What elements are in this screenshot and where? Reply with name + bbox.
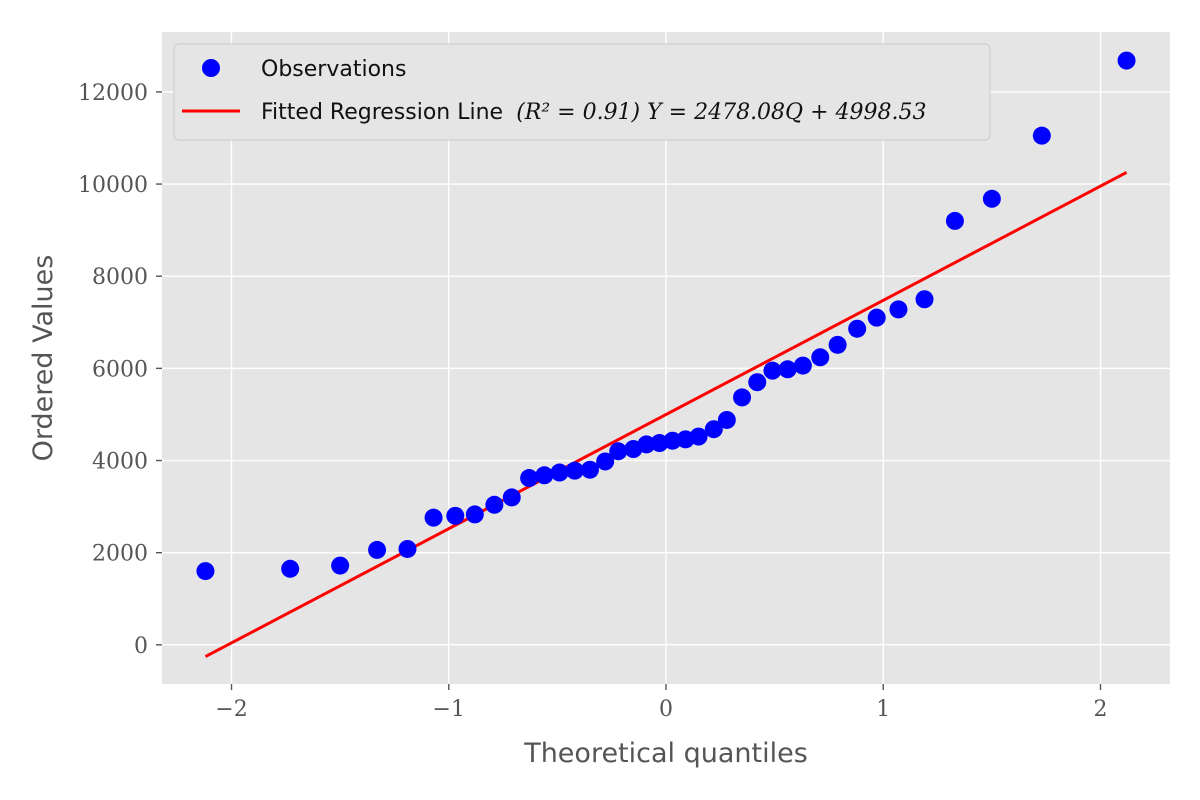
legend-box xyxy=(173,43,991,141)
y-tick-label: 2000 xyxy=(92,542,148,567)
x-tick-label: −2 xyxy=(215,697,247,722)
y-tick-label: 8000 xyxy=(92,265,148,290)
observation-point xyxy=(281,559,300,578)
observation-point xyxy=(398,539,417,558)
observation-point xyxy=(196,562,215,581)
observation-point xyxy=(778,360,797,379)
legend-label-fit-line: Fitted Regression Line (R² = 0.91) Y = 2… xyxy=(261,100,927,125)
observation-point xyxy=(945,211,964,230)
observation-points xyxy=(196,51,1136,581)
legend: Observations Fitted Regression Line (R² … xyxy=(173,43,991,141)
y-tick-label: 10000 xyxy=(78,173,148,198)
observation-point xyxy=(889,300,908,319)
observation-point xyxy=(535,466,554,485)
observation-point xyxy=(596,452,615,471)
observation-point xyxy=(368,540,387,559)
observation-point xyxy=(915,290,934,309)
observation-point xyxy=(502,488,521,507)
y-tick-label: 0 xyxy=(134,634,148,659)
observation-point xyxy=(763,361,782,380)
observation-point xyxy=(733,388,752,407)
observation-point xyxy=(704,420,723,439)
y-tick-label: 6000 xyxy=(92,357,148,382)
x-tick-label: 2 xyxy=(1093,697,1107,722)
observation-point xyxy=(663,431,682,450)
grid-lines xyxy=(162,32,1170,684)
observation-point xyxy=(609,442,628,461)
x-axis-ticks: −2 −1 0 1 2 xyxy=(215,684,1107,722)
fitted-regression-line xyxy=(204,171,1128,658)
observation-point xyxy=(520,469,539,488)
x-axis-label: Theoretical quantiles xyxy=(523,738,808,769)
observation-point xyxy=(717,410,736,429)
observation-point xyxy=(565,461,584,480)
y-axis-label: Ordered Values xyxy=(28,255,59,462)
observation-point xyxy=(1032,126,1051,145)
x-tick-label: −1 xyxy=(433,697,465,722)
observation-point xyxy=(331,556,350,575)
y-tick-label: 4000 xyxy=(92,450,148,475)
x-tick-label: 1 xyxy=(876,697,890,722)
y-tick-label: 12000 xyxy=(78,81,148,106)
x-tick-label: 0 xyxy=(659,697,673,722)
legend-fit-line-equation: (R² = 0.91) Y = 2478.08Q + 4998.53 xyxy=(516,100,926,125)
observation-point xyxy=(982,189,1001,208)
observation-point xyxy=(465,505,484,524)
observation-point xyxy=(748,373,767,392)
observation-point xyxy=(485,495,504,514)
y-axis-ticks: 0 2000 4000 6000 8000 10000 12000 xyxy=(78,81,162,659)
legend-marker-observations xyxy=(202,59,220,77)
observation-point xyxy=(550,463,569,482)
legend-fit-line-name: Fitted Regression Line xyxy=(261,100,503,125)
observation-point xyxy=(828,335,847,354)
observation-point xyxy=(689,427,708,446)
observation-point xyxy=(580,460,599,479)
fit-line-layer xyxy=(204,171,1128,658)
observation-point xyxy=(793,356,812,375)
observation-point xyxy=(446,506,465,525)
legend-label-observations: Observations xyxy=(261,57,406,82)
observation-point xyxy=(848,319,867,338)
observation-point xyxy=(811,348,830,367)
observation-point xyxy=(424,508,443,527)
observation-point xyxy=(637,435,656,454)
observation-point xyxy=(1117,51,1136,70)
observation-point xyxy=(867,308,886,327)
